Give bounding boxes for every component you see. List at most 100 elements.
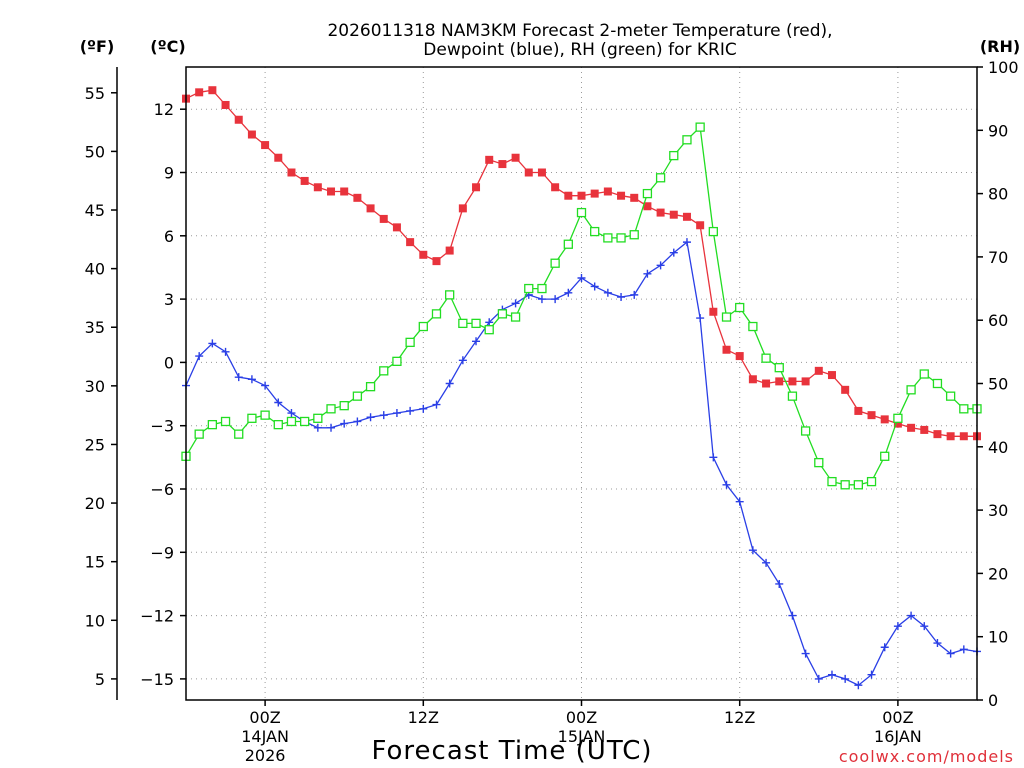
dewpoint-point	[195, 352, 204, 361]
dewpoint-point	[327, 423, 336, 432]
temperature-point	[907, 423, 916, 432]
plot-frame	[185, 66, 978, 701]
x-tick-date: 15JAN	[558, 727, 606, 746]
dewpoint-point	[630, 290, 639, 299]
rh-point	[721, 312, 732, 322]
dewpoint-point	[893, 622, 902, 631]
temperature-point	[564, 191, 573, 200]
temperature-point	[748, 375, 757, 384]
rh-tick-label: 80	[988, 185, 1008, 204]
credit-text: coolwx.com/models	[839, 747, 1014, 766]
dewpoint-point	[564, 288, 573, 297]
rh-tick-label: 40	[988, 438, 1008, 457]
dewpoint-point	[722, 480, 731, 489]
rh-point	[853, 480, 863, 490]
rh-tick-label: 60	[988, 311, 1008, 330]
dewpoint-point	[801, 649, 810, 658]
temperature-point	[617, 191, 626, 200]
x-tick-label: 00Z	[882, 708, 913, 727]
rh-point	[774, 363, 784, 373]
temperature-point	[696, 221, 705, 230]
rh-point	[392, 356, 402, 366]
rh-point	[458, 318, 468, 329]
rh-point	[735, 302, 745, 313]
temperature-point	[946, 432, 955, 441]
rh-point	[418, 321, 428, 332]
temperature-point	[261, 141, 270, 150]
x-tick-date: 16JAN	[874, 727, 922, 746]
temperature-point	[379, 214, 388, 223]
rh-tick-label: 50	[988, 375, 1008, 394]
x-axis-label: Forecast Time (UTC)	[371, 736, 652, 766]
dewpoint-point	[748, 546, 757, 555]
rh-point	[761, 353, 771, 363]
rh-point	[286, 416, 297, 427]
dewpoint-point	[669, 248, 678, 257]
dewpoint-point	[590, 282, 599, 291]
x-tick-year: 2026	[245, 746, 286, 765]
dewpoint-point	[735, 497, 744, 506]
temperature-point	[775, 377, 784, 386]
rh-point	[339, 401, 349, 411]
rh-point	[484, 325, 494, 335]
rh-point	[642, 188, 653, 199]
fahrenheit-tick-label: 30	[85, 377, 105, 396]
rh-point	[866, 476, 877, 487]
temperature-point	[643, 202, 652, 211]
dewpoint-point	[577, 274, 586, 282]
fahrenheit-tick-label: 50	[85, 142, 105, 161]
dewpoint-point	[551, 295, 560, 304]
series-layer	[181, 86, 982, 690]
temperature-point	[511, 153, 520, 162]
temperature-point	[287, 168, 296, 177]
rh-point	[299, 416, 310, 427]
dewpoint-point	[841, 674, 850, 683]
dewpoint-point	[867, 670, 876, 679]
temperature-point	[669, 210, 678, 219]
temperature-point	[656, 208, 665, 217]
dewpoint-point	[261, 381, 270, 390]
dewpoint-point	[366, 413, 375, 422]
rh-point	[497, 309, 508, 319]
celsius-tick-label: 12	[154, 100, 174, 119]
dewpoint-point	[472, 337, 481, 346]
dewpoint-point	[458, 356, 467, 365]
temperature-point	[432, 257, 441, 266]
rh-point	[510, 312, 521, 322]
celsius-tick-label: 9	[164, 164, 174, 183]
temperature-point	[353, 193, 362, 202]
dewpoint-point	[775, 579, 784, 588]
temperature-point	[366, 204, 375, 213]
chart-title-line2: Dewpoint (blue), RH (green) for KRIC	[423, 40, 736, 60]
rh-point	[273, 419, 283, 430]
temperature-point	[472, 183, 481, 192]
rh-point	[695, 122, 705, 132]
rh-point	[379, 366, 389, 376]
temperature-point	[340, 187, 349, 196]
celsius-tick-label: −12	[140, 607, 174, 626]
fahrenheit-unit-label: (ºF)	[80, 37, 115, 56]
celsius-tick-label: 0	[164, 353, 174, 372]
rh-point	[616, 233, 626, 243]
rh-point	[524, 283, 534, 294]
rh-tick-label: 30	[988, 501, 1008, 520]
temperature-point	[221, 100, 230, 109]
rh-point	[234, 429, 244, 439]
x-tick-label: 00Z	[566, 708, 597, 727]
temperature-point	[419, 250, 428, 259]
dewpoint-point	[788, 611, 797, 620]
dewpoint-point	[682, 238, 691, 247]
temperature-point	[392, 223, 401, 232]
rh-unit-label: (RH)	[980, 37, 1020, 56]
temperature-point	[709, 307, 718, 316]
temperature-point	[880, 415, 889, 424]
temperature-point	[485, 155, 494, 164]
rh-point	[840, 480, 850, 490]
dewpoint-point	[247, 375, 256, 384]
dewpoint-point	[234, 373, 243, 382]
rh-tick-label: 90	[988, 121, 1008, 140]
rh-point	[932, 378, 943, 389]
rh-point	[405, 337, 415, 348]
temperature-point	[682, 212, 691, 221]
